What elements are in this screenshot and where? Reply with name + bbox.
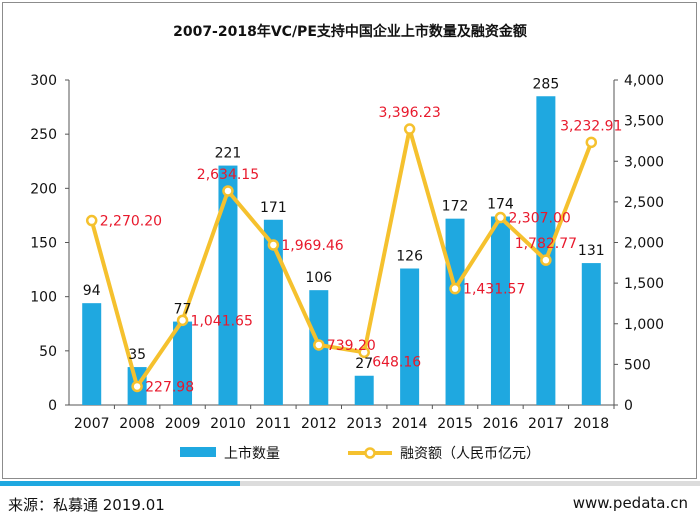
bar bbox=[581, 263, 601, 405]
line-point bbox=[176, 314, 189, 327]
y-left-tick-label: 250 bbox=[30, 127, 57, 143]
line-value-label: 2,307.00 bbox=[508, 211, 570, 227]
x-tick-label: 2010 bbox=[210, 416, 246, 432]
y-right-tick-label: 3,000 bbox=[624, 154, 664, 170]
line-path bbox=[89, 127, 594, 389]
y-left-tick-label: 150 bbox=[30, 236, 57, 252]
bar-value-label: 106 bbox=[305, 270, 332, 286]
bar bbox=[445, 218, 465, 405]
line-point bbox=[267, 239, 280, 251]
y-right-tick-label: 500 bbox=[624, 357, 651, 373]
line-value-label: 2,634.15 bbox=[197, 167, 259, 183]
y-left-tick-label: 200 bbox=[30, 181, 57, 197]
line-point bbox=[222, 185, 234, 197]
line-value-label: 2,270.20 bbox=[100, 214, 162, 230]
bar-series bbox=[82, 96, 601, 405]
y-right-tick-label: 3,500 bbox=[624, 114, 664, 130]
line-series bbox=[85, 123, 598, 393]
y-right-tick-label: 0 bbox=[624, 398, 633, 414]
line-value-label: 3,232.91 bbox=[560, 118, 622, 134]
x-tick-label: 2018 bbox=[573, 416, 609, 432]
bar-value-label: 94 bbox=[83, 283, 101, 299]
bar bbox=[490, 216, 510, 405]
axes: 0 50 100 150 200 250 300 0 500 1,000 1,500 2,000 2,5… bbox=[30, 73, 664, 432]
bar bbox=[263, 219, 283, 405]
footer-source: 来源：私募通 2019.01 bbox=[8, 496, 165, 514]
bar bbox=[536, 96, 556, 405]
y-right-tick-label: 2,000 bbox=[624, 236, 664, 252]
line-point bbox=[585, 136, 598, 149]
x-tick-label: 2014 bbox=[392, 416, 428, 432]
line-point bbox=[131, 380, 143, 393]
line-point bbox=[85, 214, 98, 227]
x-tick-label: 2015 bbox=[437, 416, 473, 432]
y-right-tick-label: 2,500 bbox=[624, 195, 664, 211]
line-value-label: 1,431.57 bbox=[463, 282, 525, 298]
line-point bbox=[403, 123, 416, 135]
line-value-label: 227.98 bbox=[145, 379, 194, 395]
bar-value-label: 77 bbox=[174, 302, 192, 318]
bar-value-label: 35 bbox=[128, 347, 146, 363]
footer-divider bbox=[0, 481, 700, 486]
line-value-label: 1,041.65 bbox=[191, 313, 253, 329]
legend-bar-swatch bbox=[180, 447, 216, 457]
line-point bbox=[449, 282, 461, 295]
footer-site: www.pedata.cn bbox=[572, 494, 688, 512]
y-left-tick-label: 0 bbox=[48, 398, 57, 414]
y-right-tick-label: 4,000 bbox=[624, 73, 664, 89]
x-tick-label: 2016 bbox=[483, 416, 519, 432]
y-right-tick-label: 1,000 bbox=[624, 317, 664, 333]
bar-value-label: 131 bbox=[578, 243, 605, 259]
bar-value-label: 285 bbox=[533, 76, 560, 92]
legend-bar-label: 上市数量 bbox=[224, 445, 280, 462]
chart-frame bbox=[2, 2, 697, 479]
line-value-label: 1,782.77 bbox=[515, 236, 577, 252]
legend-line-label: 融资额（人民币亿元） bbox=[400, 446, 540, 462]
line-value-label: 3,396.23 bbox=[378, 105, 440, 121]
bar bbox=[400, 268, 420, 405]
bar-value-label: 221 bbox=[215, 146, 242, 162]
footer-divider-accent bbox=[0, 481, 240, 486]
bar-value-label: 171 bbox=[260, 200, 287, 216]
line-point bbox=[358, 346, 370, 359]
x-tick-label: 2012 bbox=[301, 416, 337, 432]
legend: 上市数量 融资额（人民币亿元） bbox=[180, 445, 540, 462]
legend-line-marker bbox=[364, 447, 376, 459]
data-labels: 94 35 77 221 171 106 27 126 172 174 285 131 2,270.20… bbox=[83, 76, 623, 395]
bar bbox=[82, 303, 102, 405]
bar-value-label: 172 bbox=[442, 199, 469, 215]
bar bbox=[218, 165, 238, 405]
x-tick-label: 2017 bbox=[528, 416, 564, 432]
line-value-label: 648.16 bbox=[372, 354, 421, 370]
y-right-tick-label: 1,500 bbox=[624, 276, 664, 292]
x-tick-label: 2007 bbox=[74, 416, 110, 432]
line-point bbox=[540, 254, 552, 266]
line-point bbox=[494, 211, 507, 224]
bar bbox=[354, 375, 374, 405]
bar-value-label: 174 bbox=[487, 197, 514, 213]
y-left-tick-label: 50 bbox=[39, 344, 57, 360]
bar-value-label: 126 bbox=[396, 249, 423, 265]
x-tick-label: 2008 bbox=[119, 416, 155, 432]
x-tick-label: 2013 bbox=[346, 416, 382, 432]
chart: 2007-2018年VC/PE支持中国企业上市数量及融资金额 0 50 100 150… bbox=[30, 23, 664, 462]
line-point bbox=[313, 339, 325, 351]
y-left-tick-label: 100 bbox=[30, 290, 57, 306]
chart-title: 2007-2018年VC/PE支持中国企业上市数量及融资金额 bbox=[173, 23, 527, 40]
x-tick-label: 2011 bbox=[256, 416, 292, 432]
bar-value-label: 27 bbox=[355, 356, 373, 372]
y-left-tick-label: 300 bbox=[30, 73, 57, 89]
bar bbox=[173, 321, 193, 405]
line-value-label: 739.20 bbox=[327, 338, 376, 354]
line-value-label: 1,969.46 bbox=[281, 238, 343, 254]
x-tick-label: 2009 bbox=[165, 416, 201, 432]
